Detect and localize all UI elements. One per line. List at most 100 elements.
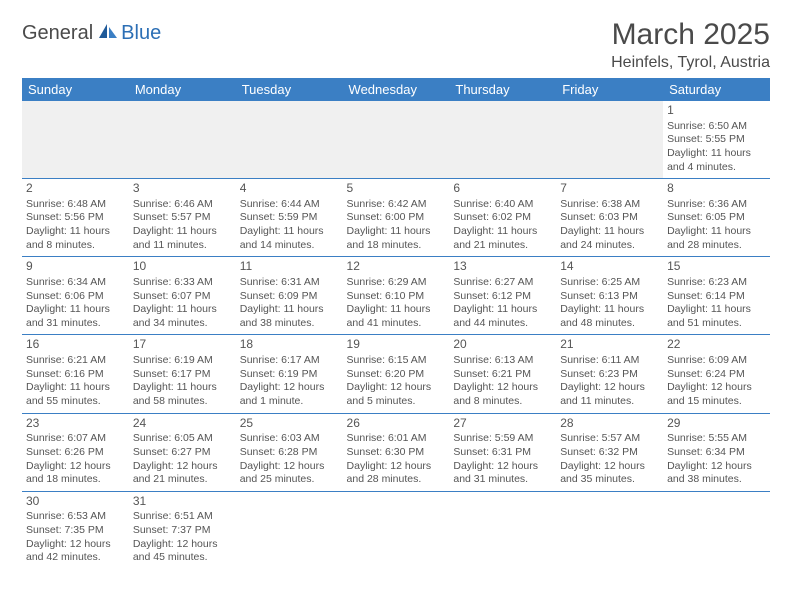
calendar-row: 2Sunrise: 6:48 AMSunset: 5:56 PMDaylight…	[22, 179, 770, 257]
weekday-header: Saturday	[663, 78, 770, 101]
sunrise-line: Sunrise: 6:34 AM	[26, 276, 125, 290]
sunset-line: Sunset: 6:10 PM	[347, 290, 446, 304]
logo-sail-icon	[97, 22, 119, 45]
day-number: 10	[133, 259, 232, 275]
sunset-line: Sunset: 6:34 PM	[667, 446, 766, 460]
calendar-cell: 19Sunrise: 6:15 AMSunset: 6:20 PMDayligh…	[343, 335, 450, 413]
daylight-line: Daylight: 12 hours and 45 minutes.	[133, 538, 232, 565]
logo: General Blue	[22, 18, 161, 45]
day-number: 28	[560, 416, 659, 432]
sunset-line: Sunset: 6:31 PM	[453, 446, 552, 460]
sunrise-line: Sunrise: 6:36 AM	[667, 198, 766, 212]
sunrise-line: Sunrise: 6:42 AM	[347, 198, 446, 212]
sunrise-line: Sunrise: 6:38 AM	[560, 198, 659, 212]
logo-text-general: General	[22, 22, 93, 45]
calendar-cell: 21Sunrise: 6:11 AMSunset: 6:23 PMDayligh…	[556, 335, 663, 413]
sunset-line: Sunset: 6:20 PM	[347, 368, 446, 382]
daylight-line: Daylight: 12 hours and 1 minute.	[240, 381, 339, 408]
daylight-line: Daylight: 11 hours and 11 minutes.	[133, 225, 232, 252]
day-number: 16	[26, 337, 125, 353]
weekday-header: Friday	[556, 78, 663, 101]
day-number: 22	[667, 337, 766, 353]
sunrise-line: Sunrise: 6:05 AM	[133, 432, 232, 446]
day-number: 30	[26, 494, 125, 510]
sunrise-line: Sunrise: 6:29 AM	[347, 276, 446, 290]
sunset-line: Sunset: 6:19 PM	[240, 368, 339, 382]
calendar-cell: 25Sunrise: 6:03 AMSunset: 6:28 PMDayligh…	[236, 413, 343, 491]
daylight-line: Daylight: 11 hours and 48 minutes.	[560, 303, 659, 330]
sunrise-line: Sunrise: 6:33 AM	[133, 276, 232, 290]
weekday-header: Tuesday	[236, 78, 343, 101]
sunrise-line: Sunrise: 6:03 AM	[240, 432, 339, 446]
calendar-cell: 3Sunrise: 6:46 AMSunset: 5:57 PMDaylight…	[129, 179, 236, 257]
sunset-line: Sunset: 6:24 PM	[667, 368, 766, 382]
day-number: 3	[133, 181, 232, 197]
daylight-line: Daylight: 11 hours and 44 minutes.	[453, 303, 552, 330]
sunrise-line: Sunrise: 5:57 AM	[560, 432, 659, 446]
sunrise-line: Sunrise: 6:50 AM	[667, 120, 766, 134]
day-number: 26	[347, 416, 446, 432]
calendar-cell: 4Sunrise: 6:44 AMSunset: 5:59 PMDaylight…	[236, 179, 343, 257]
weekday-header: Wednesday	[343, 78, 450, 101]
day-number: 19	[347, 337, 446, 353]
calendar-cell: 5Sunrise: 6:42 AMSunset: 6:00 PMDaylight…	[343, 179, 450, 257]
calendar-cell: 28Sunrise: 5:57 AMSunset: 6:32 PMDayligh…	[556, 413, 663, 491]
title-block: March 2025 Heinfels, Tyrol, Austria	[611, 18, 770, 72]
calendar-cell: 12Sunrise: 6:29 AMSunset: 6:10 PMDayligh…	[343, 257, 450, 335]
daylight-line: Daylight: 11 hours and 18 minutes.	[347, 225, 446, 252]
sunrise-line: Sunrise: 6:11 AM	[560, 354, 659, 368]
sunset-line: Sunset: 6:00 PM	[347, 211, 446, 225]
weekday-header-row: Sunday Monday Tuesday Wednesday Thursday…	[22, 78, 770, 101]
calendar-cell: 26Sunrise: 6:01 AMSunset: 6:30 PMDayligh…	[343, 413, 450, 491]
calendar-cell: 8Sunrise: 6:36 AMSunset: 6:05 PMDaylight…	[663, 179, 770, 257]
calendar-cell: 15Sunrise: 6:23 AMSunset: 6:14 PMDayligh…	[663, 257, 770, 335]
sunrise-line: Sunrise: 6:46 AM	[133, 198, 232, 212]
daylight-line: Daylight: 11 hours and 55 minutes.	[26, 381, 125, 408]
sunset-line: Sunset: 6:09 PM	[240, 290, 339, 304]
sunrise-line: Sunrise: 6:01 AM	[347, 432, 446, 446]
calendar-cell: 9Sunrise: 6:34 AMSunset: 6:06 PMDaylight…	[22, 257, 129, 335]
calendar-cell: 22Sunrise: 6:09 AMSunset: 6:24 PMDayligh…	[663, 335, 770, 413]
sunset-line: Sunset: 6:16 PM	[26, 368, 125, 382]
calendar-cell: 29Sunrise: 5:55 AMSunset: 6:34 PMDayligh…	[663, 413, 770, 491]
header: General Blue March 2025 Heinfels, Tyrol,…	[22, 18, 770, 72]
calendar-cell: 2Sunrise: 6:48 AMSunset: 5:56 PMDaylight…	[22, 179, 129, 257]
sunrise-line: Sunrise: 5:59 AM	[453, 432, 552, 446]
calendar-cell: 11Sunrise: 6:31 AMSunset: 6:09 PMDayligh…	[236, 257, 343, 335]
sunrise-line: Sunrise: 5:55 AM	[667, 432, 766, 446]
sunset-line: Sunset: 5:59 PM	[240, 211, 339, 225]
sunset-line: Sunset: 5:57 PM	[133, 211, 232, 225]
sunset-line: Sunset: 6:21 PM	[453, 368, 552, 382]
month-title: March 2025	[611, 18, 770, 52]
calendar-cell: 18Sunrise: 6:17 AMSunset: 6:19 PMDayligh…	[236, 335, 343, 413]
sunset-line: Sunset: 6:30 PM	[347, 446, 446, 460]
calendar-cell: 30Sunrise: 6:53 AMSunset: 7:35 PMDayligh…	[22, 491, 129, 569]
sunset-line: Sunset: 6:32 PM	[560, 446, 659, 460]
daylight-line: Daylight: 12 hours and 31 minutes.	[453, 460, 552, 487]
sunrise-line: Sunrise: 6:31 AM	[240, 276, 339, 290]
sunrise-line: Sunrise: 6:23 AM	[667, 276, 766, 290]
daylight-line: Daylight: 11 hours and 14 minutes.	[240, 225, 339, 252]
calendar-cell: 17Sunrise: 6:19 AMSunset: 6:17 PMDayligh…	[129, 335, 236, 413]
daylight-line: Daylight: 11 hours and 28 minutes.	[667, 225, 766, 252]
calendar-cell: 20Sunrise: 6:13 AMSunset: 6:21 PMDayligh…	[449, 335, 556, 413]
sunset-line: Sunset: 5:55 PM	[667, 133, 766, 147]
calendar-row: 9Sunrise: 6:34 AMSunset: 6:06 PMDaylight…	[22, 257, 770, 335]
day-number: 18	[240, 337, 339, 353]
day-number: 27	[453, 416, 552, 432]
calendar-cell: 31Sunrise: 6:51 AMSunset: 7:37 PMDayligh…	[129, 491, 236, 569]
sunrise-line: Sunrise: 6:40 AM	[453, 198, 552, 212]
weekday-header: Thursday	[449, 78, 556, 101]
calendar-cell-empty	[22, 101, 129, 179]
sunset-line: Sunset: 6:13 PM	[560, 290, 659, 304]
day-number: 11	[240, 259, 339, 275]
sunset-line: Sunset: 6:06 PM	[26, 290, 125, 304]
daylight-line: Daylight: 11 hours and 8 minutes.	[26, 225, 125, 252]
daylight-line: Daylight: 11 hours and 58 minutes.	[133, 381, 232, 408]
daylight-line: Daylight: 12 hours and 28 minutes.	[347, 460, 446, 487]
sunset-line: Sunset: 6:03 PM	[560, 211, 659, 225]
day-number: 24	[133, 416, 232, 432]
sunrise-line: Sunrise: 6:07 AM	[26, 432, 125, 446]
sunset-line: Sunset: 6:26 PM	[26, 446, 125, 460]
calendar-cell-empty	[556, 101, 663, 179]
